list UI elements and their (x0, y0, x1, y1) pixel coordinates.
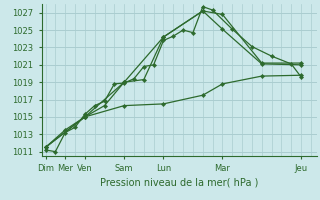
X-axis label: Pression niveau de la mer( hPa ): Pression niveau de la mer( hPa ) (100, 178, 258, 188)
